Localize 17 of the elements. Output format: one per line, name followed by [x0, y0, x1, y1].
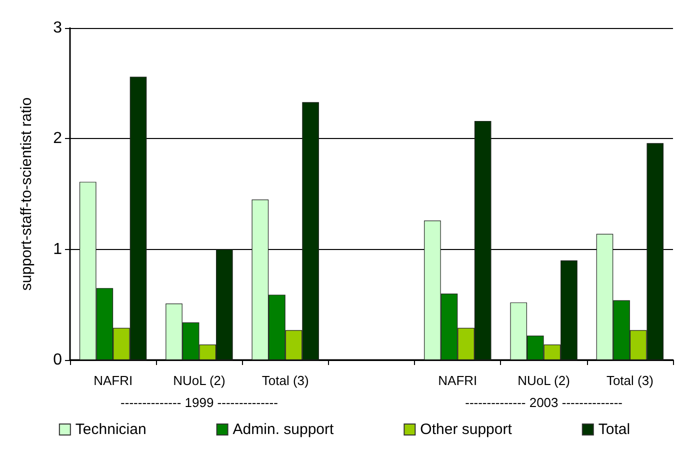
legend-label: Total — [598, 421, 630, 438]
y-tick-label: 2 — [53, 130, 62, 148]
text: -------------- 2003 -------------- — [465, 395, 622, 410]
x-tick-label: NAFRI — [438, 373, 478, 388]
y-tick-label: 3 — [53, 20, 62, 36]
x-tick-label: NUoL (2) — [173, 373, 226, 388]
legend-label: Technician — [75, 421, 146, 438]
y-axis-title: support-staff-to-scientist ratio — [18, 97, 35, 291]
y-tick-label: 0 — [53, 352, 62, 368]
legend-label: Admin. support — [232, 421, 335, 438]
x-tick-label: Total (3) — [606, 373, 654, 388]
text: -------------- 1999 -------------- — [120, 395, 278, 410]
x-tick-label: Total (3) — [262, 373, 309, 388]
x-tick-label: NUoL (2) — [518, 373, 570, 388]
x-tick-label: NAFRI — [94, 373, 133, 388]
legend-label: Other support — [420, 421, 513, 438]
y-tick-label: 1 — [53, 240, 62, 258]
